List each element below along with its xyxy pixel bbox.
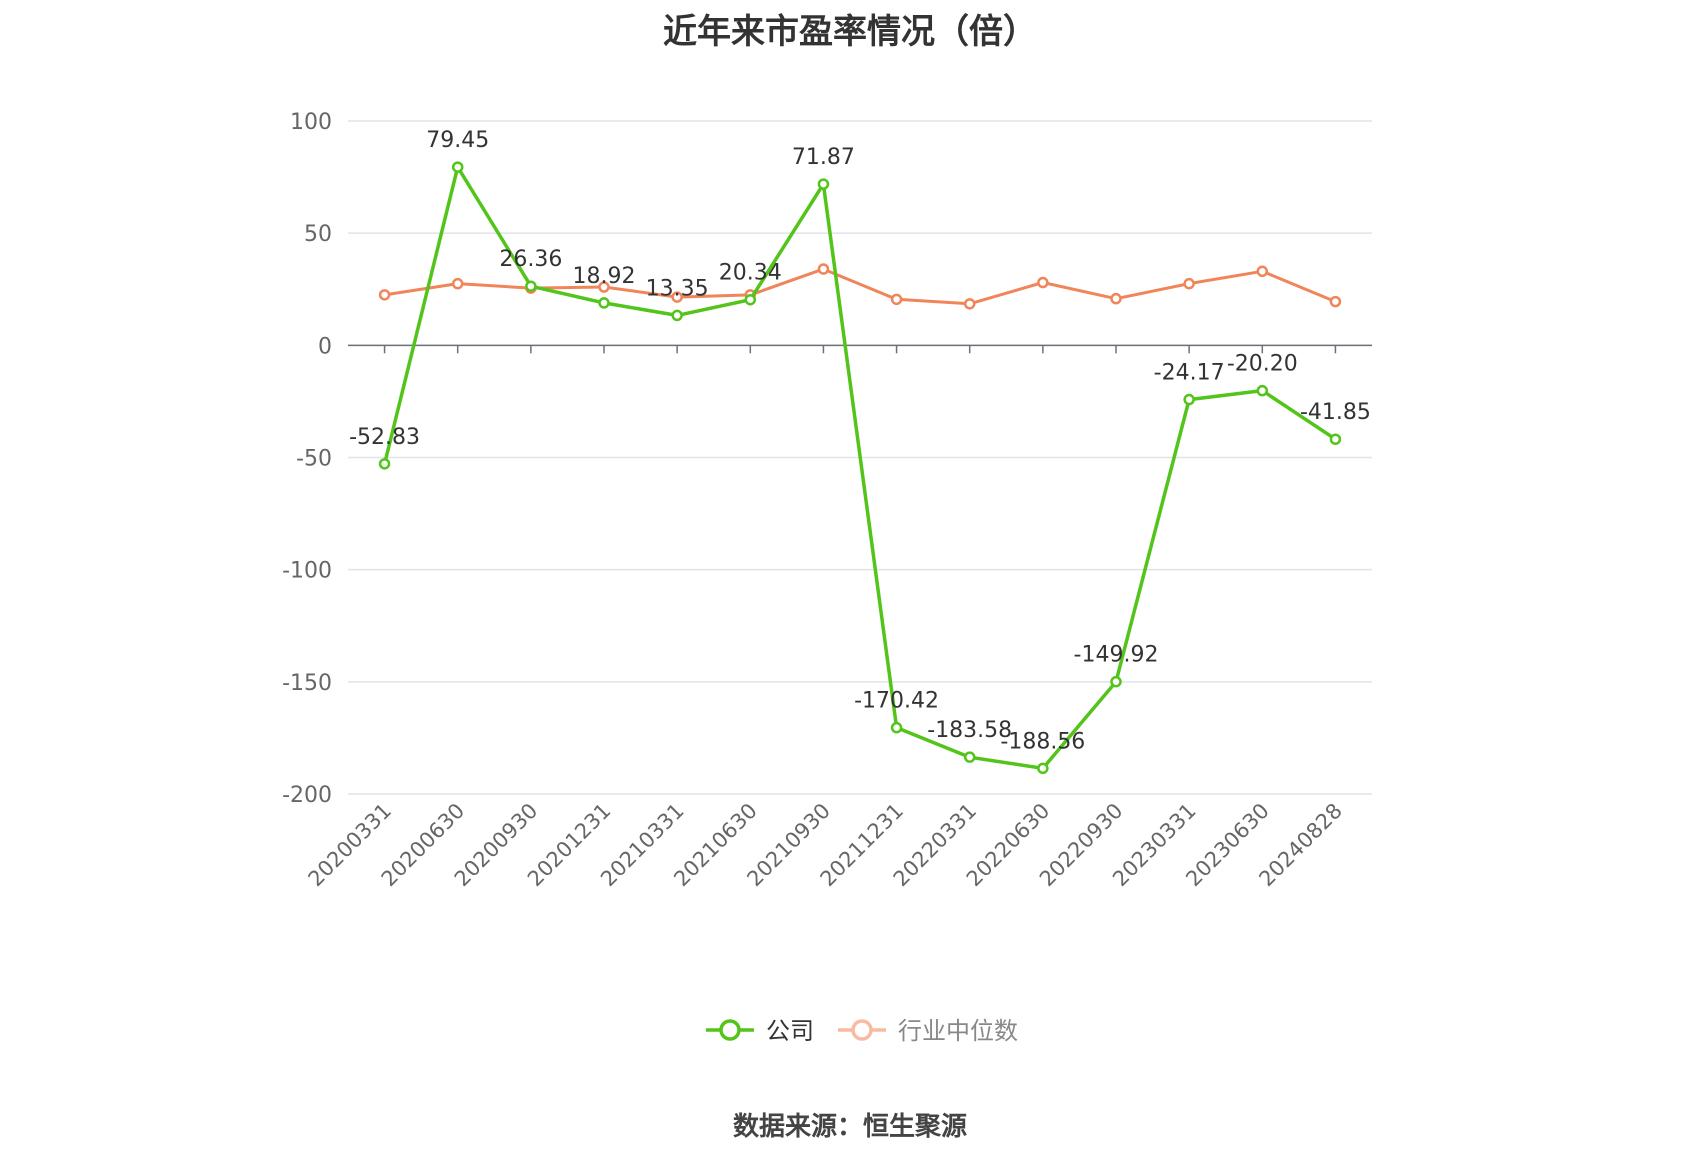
y-tick-label: -200 (282, 783, 332, 808)
industry-median-point (1256, 265, 1269, 278)
legend-item-company[interactable]: 公司 (706, 1017, 814, 1045)
company-point (451, 161, 464, 173)
company-point (525, 280, 537, 292)
x-axis: 2020033120200630202009302020123120210331… (304, 344, 1372, 891)
y-tick-label: 50 (304, 222, 332, 247)
company-point (598, 297, 610, 309)
y-axis: 100 50 0 -50 -100 -150 -200 (282, 110, 332, 808)
industry-median-point (671, 291, 683, 303)
legend-circle-icon (851, 1019, 873, 1041)
series-layer (378, 161, 1342, 775)
legend-label: 行业中位数 (898, 1017, 1018, 1045)
company-point (744, 293, 757, 306)
industry-median-point (451, 277, 464, 290)
industry-median-point (1037, 276, 1049, 289)
industry-median-point (598, 281, 610, 293)
company-point (1037, 762, 1049, 775)
industry-median-point (817, 263, 830, 275)
industry-median-point (1329, 295, 1342, 308)
chart-title: 近年来市盈率情况（倍） (663, 12, 1037, 52)
company-data-label: -24.17 (1154, 361, 1225, 386)
company-point (1183, 393, 1195, 406)
industry-median-point (963, 298, 976, 310)
company-point (1256, 384, 1269, 397)
y-tick-label: -100 (282, 559, 332, 584)
company-point (963, 751, 976, 763)
data-source-note: 数据来源：恒生聚源 (732, 1112, 967, 1142)
company-data-label: 20.34 (719, 261, 782, 286)
industry-median-point (890, 293, 903, 306)
company-data-label: -149.92 (1074, 643, 1159, 668)
company-data-label: -20.20 (1227, 352, 1298, 377)
y-tick-label: 0 (318, 334, 332, 359)
company-data-label: 79.45 (426, 128, 489, 153)
data-labels: -52.83 79.45 26.36 18.92 13.35 20.34 71.87 -170… (349, 128, 1371, 754)
y-tick-label: -150 (282, 671, 332, 696)
legend: 公司 行业中位数 (706, 1017, 1018, 1045)
company-data-label: -41.85 (1300, 400, 1371, 425)
company-data-label: 18.92 (573, 264, 636, 289)
company-data-label: 13.35 (646, 276, 709, 301)
company-data-label: -188.56 (1000, 729, 1085, 754)
company-point (378, 458, 391, 470)
legend-circle-icon (719, 1019, 741, 1041)
company-point (890, 721, 903, 734)
y-tick-label: 100 (290, 110, 332, 135)
company-data-label: -170.42 (854, 689, 939, 714)
industry-median-point (1110, 292, 1122, 305)
company-point (671, 309, 683, 322)
company-data-label: 71.87 (792, 145, 855, 170)
legend-item-industry-median[interactable]: 行业中位数 (838, 1017, 1018, 1045)
industry-median-point (378, 289, 391, 301)
company-point (1110, 675, 1122, 688)
company-series-line (382, 165, 1337, 771)
industry-median-point (1183, 277, 1195, 290)
company-point (817, 178, 830, 190)
company-point (1329, 433, 1342, 445)
company-data-label: -52.83 (349, 425, 420, 450)
legend-label: 公司 (766, 1017, 814, 1045)
company-data-label: 26.36 (499, 247, 562, 272)
company-data-label: -183.58 (927, 718, 1012, 743)
y-tick-label: -50 (296, 447, 332, 472)
